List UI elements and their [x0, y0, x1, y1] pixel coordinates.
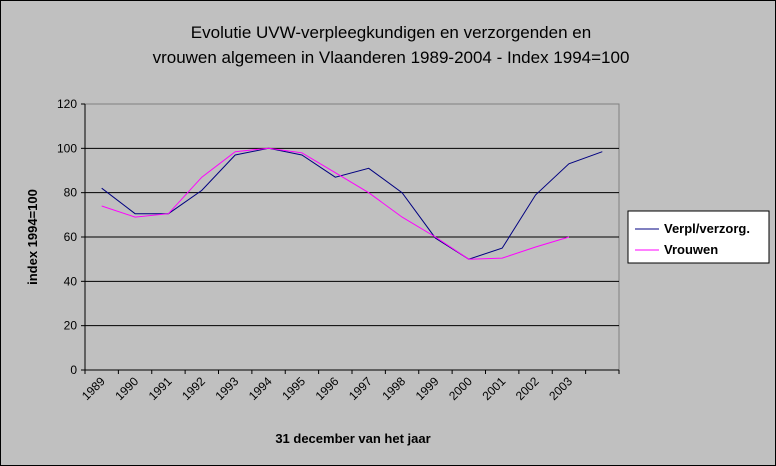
x-tick-label: 1992 [179, 374, 208, 403]
y-tick-label: 0 [70, 363, 77, 377]
chart-title-line-1: Evolutie UVW-verpleegkundigen en verzorg… [191, 23, 591, 42]
x-tick-label: 1989 [79, 374, 108, 403]
x-tick-label: 1998 [379, 374, 408, 403]
x-tick-label: 2001 [480, 374, 509, 403]
axes [81, 103, 620, 374]
x-tick-label: 1997 [346, 374, 375, 403]
y-tick-label: 100 [57, 141, 77, 155]
series-line-verpl-verzorg [101, 147, 603, 260]
x-tick-label: 1999 [413, 374, 442, 403]
series-lines [101, 147, 603, 260]
legend-label-vrouwen: Vrouwen [664, 242, 718, 257]
chart-title-line-2: vrouwen algemeen in Vlaanderen 1989-2004… [153, 48, 630, 67]
x-tick-label: 2002 [513, 374, 542, 403]
y-tick-label: 60 [64, 230, 78, 244]
y-tick-label: 80 [64, 186, 78, 200]
x-tick-label: 1993 [213, 374, 242, 403]
x-tick-label: 1994 [246, 374, 275, 403]
x-tick-label: 2000 [446, 374, 475, 403]
x-tick-label: 1991 [146, 374, 175, 403]
y-tick-labels: 0 20 40 60 80 100 120 [57, 97, 77, 377]
y-tick-label: 120 [57, 97, 77, 111]
legend-label-verpl: Verpl/verzorg. [664, 221, 750, 236]
gridlines [85, 147, 619, 327]
y-tick-label: 20 [64, 319, 78, 333]
series-line-vrouwen [101, 147, 570, 260]
x-tick-label: 1996 [313, 374, 342, 403]
x-tick-label: 1990 [112, 374, 141, 403]
y-axis-label: index 1994=100 [25, 189, 40, 285]
x-axis-label: 31 december van het jaar [275, 431, 430, 446]
legend: Verpl/verzorg. Vrouwen [627, 210, 770, 264]
x-tick-labels: 1989 1990 1991 1992 1993 1994 1995 1996 1997 1998… [79, 374, 575, 403]
legend-box [627, 210, 770, 264]
y-tick-label: 40 [64, 274, 78, 288]
x-tick-label: 1995 [279, 374, 308, 403]
x-tick-label: 2003 [546, 374, 575, 403]
